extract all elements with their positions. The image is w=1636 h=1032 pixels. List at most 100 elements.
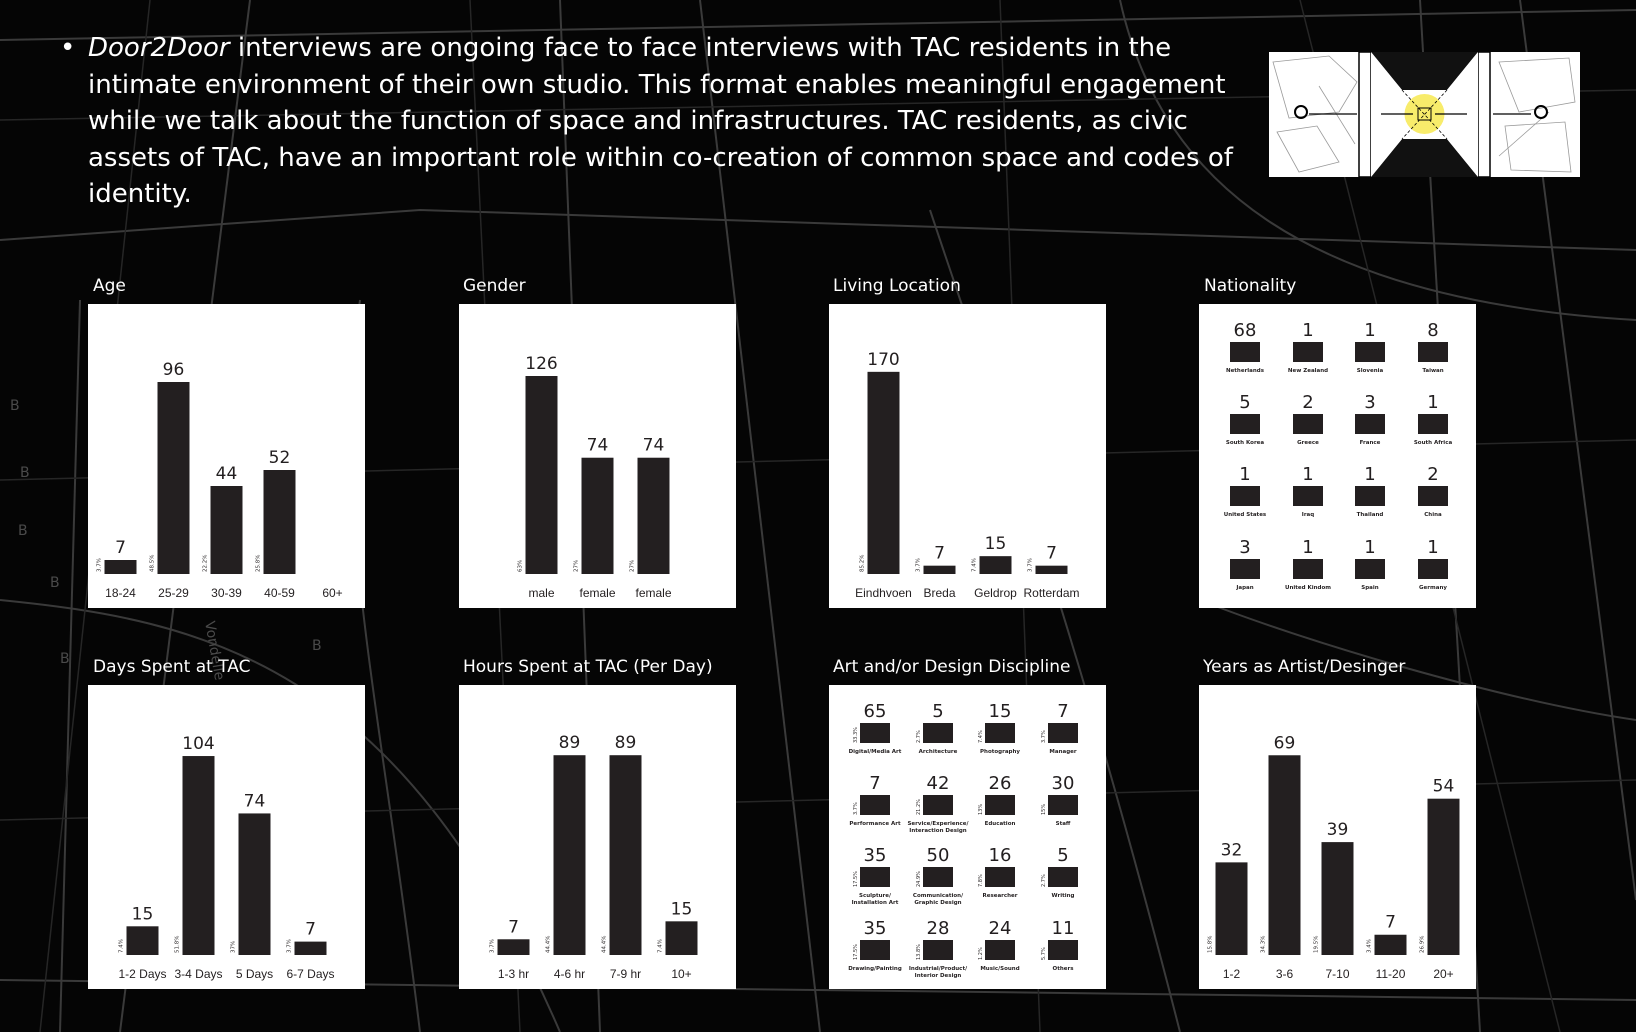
hours-spent-percent-label: 3.7% (490, 939, 496, 953)
gender-percent-label: 27% (630, 560, 636, 572)
hours-spent-tick-label: 4-6 hr (554, 967, 585, 981)
discipline-value-label: 5 (1057, 845, 1068, 866)
years-artist-tick-label: 20+ (1433, 967, 1453, 981)
gender-value-label: 74 (587, 436, 609, 456)
discipline-chart: 65 33.3% Digital/Media Art 5 2.7% Architectur… (829, 685, 1106, 989)
discipline-box (1048, 940, 1078, 960)
nationality-cell-label: China (1424, 512, 1442, 518)
hours-spent-percent-label: 7.4% (658, 939, 664, 953)
discipline-box (985, 723, 1015, 743)
discipline-value-label: 15 (989, 701, 1012, 722)
days-spent-chart: 15 7.4% 1-2 Days 104 51.8% 3-4 Days 74 37% 5 Day… (88, 685, 365, 989)
discipline-cell-label: Digital/Media Art (849, 749, 902, 755)
nationality-cell-label: New Zealand (1288, 368, 1328, 374)
years-artist-bar (1374, 934, 1407, 955)
discipline-box (860, 940, 890, 960)
chart-title-days-spent: Days Spent at TAC (93, 657, 251, 677)
gender-value-label: 74 (643, 436, 665, 456)
living-location-percent-label: 7.4% (972, 558, 978, 572)
person-icon (1534, 105, 1548, 119)
chart-title-gender: Gender (463, 276, 526, 296)
living-location-bar (867, 371, 900, 574)
chart-title-age: Age (93, 276, 126, 296)
discipline-percent-label: 7.4% (978, 730, 984, 743)
days-spent-value-label: 104 (182, 734, 214, 754)
nationality-value-label: 8 (1427, 320, 1438, 341)
intro-text: Door2Door interviews are ongoing face to… (88, 30, 1260, 213)
map-label: B (18, 523, 28, 539)
nationality-cell-label: United Kindom (1285, 585, 1331, 591)
age-tick-label: 40-59 (264, 586, 295, 600)
gender-tick-label: female (579, 586, 615, 600)
years-artist-tick-label: 11-20 (1376, 967, 1406, 981)
years-artist-chart: 32 15.8% 1-2 69 34.3% 3-6 39 19.5% 7-10 7 3.4% 11-2… (1199, 685, 1476, 989)
discipline-cell-label: Manager (1049, 749, 1076, 755)
hours-spent-bar (665, 921, 698, 955)
nationality-box (1230, 414, 1260, 434)
days-spent-bar (294, 941, 327, 955)
days-spent-tick-label: 3-4 Days (174, 967, 222, 981)
nationality-cell-label: France (1360, 440, 1381, 446)
living-location-bar (923, 565, 956, 574)
nationality-value-label: 1 (1364, 320, 1375, 341)
intro-body: interviews are ongoing face to face inte… (88, 33, 1233, 209)
nationality-cell-label: South Africa (1414, 440, 1453, 446)
discipline-box (860, 723, 890, 743)
discipline-box (860, 795, 890, 815)
discipline-cell-label: Industrial/Product/ (909, 966, 968, 972)
discipline-cell-label: Music/Sound (980, 966, 1019, 972)
hours-spent-bar (609, 755, 642, 955)
nationality-box (1293, 559, 1323, 579)
days-spent-value-label: 74 (244, 791, 266, 811)
hours-spent-percent-label: 44.4% (546, 936, 552, 953)
living-location-percent-label: 85.2% (860, 555, 866, 572)
discipline-value-label: 35 (864, 845, 887, 866)
door-to-door-diagram-icon (1269, 52, 1580, 177)
years-artist-value-label: 32 (1221, 840, 1243, 860)
discipline-percent-label: 3.7% (853, 802, 859, 815)
discipline-box (985, 867, 1015, 887)
days-spent-bar (182, 756, 215, 955)
discipline-value-label: 28 (927, 918, 950, 939)
days-spent-tick-label: 1-2 Days (118, 967, 166, 981)
age-bar (157, 382, 190, 574)
nationality-value-label: 1 (1427, 537, 1438, 558)
discipline-value-label: 7 (869, 773, 880, 794)
discipline-percent-label: 21.2% (916, 799, 922, 815)
living-location-value-label: 170 (867, 350, 899, 370)
years-artist-value-label: 69 (1274, 733, 1296, 753)
nationality-box (1293, 342, 1323, 362)
days-spent-tick-label: 5 Days (236, 967, 273, 981)
hours-spent-tick-label: 7-9 hr (610, 967, 641, 981)
days-spent-percent-label: 51.8% (175, 936, 181, 953)
nationality-cell-label: United States (1224, 512, 1267, 518)
discipline-value-label: 30 (1052, 773, 1075, 794)
nationality-value-label: 2 (1427, 464, 1438, 485)
nationality-value-label: 2 (1302, 392, 1313, 413)
discipline-value-label: 65 (864, 701, 887, 722)
living-location-bar (979, 556, 1012, 574)
discipline-cell-label: Writing (1052, 893, 1075, 899)
discipline-cell-label: Service/Experience/ (907, 821, 969, 827)
age-tick-label: 18-24 (105, 586, 136, 600)
age-percent-label: 48.5% (150, 555, 156, 572)
chart-title-hours-spent: Hours Spent at TAC (Per Day) (463, 657, 713, 677)
nationality-box (1230, 559, 1260, 579)
living-location-tick-label: Geldrop (974, 586, 1017, 600)
living-location-tick-label: Breda (923, 586, 955, 600)
nationality-value-label: 1 (1364, 537, 1375, 558)
hours-spent-bar (497, 939, 530, 955)
days-spent-percent-label: 7.4% (119, 939, 125, 953)
nationality-box (1293, 486, 1323, 506)
age-percent-label: 22.2% (203, 555, 209, 572)
bullet: • (60, 33, 76, 63)
nationality-value-label: 1 (1427, 392, 1438, 413)
nationality-value-label: 1 (1302, 320, 1313, 341)
hours-spent-chart: 7 3.7% 1-3 hr 89 44.4% 4-6 hr 89 44.4% 7-9 hr 15 7… (459, 685, 736, 989)
map-label: B (50, 575, 60, 591)
days-spent-bar (238, 813, 271, 955)
nationality-box (1418, 486, 1448, 506)
intro-paragraph: • Door2Door interviews are ongoing face … (60, 30, 1260, 213)
living-location-value-label: 15 (985, 534, 1007, 554)
gender-tick-label: female (635, 586, 671, 600)
